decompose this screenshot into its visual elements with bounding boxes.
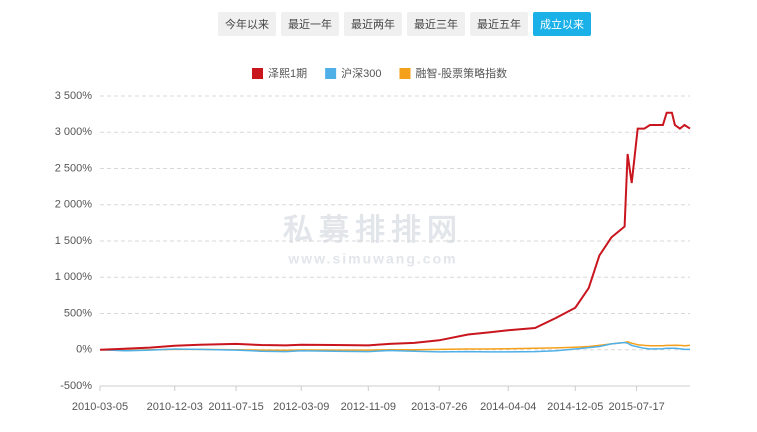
legend-label: 沪深300 (341, 66, 381, 80)
x-tick-label: 2015-07-17 (608, 401, 664, 413)
legend-swatch (252, 68, 263, 79)
x-tick-label: 2010-03-05 (72, 401, 128, 413)
watermark-url: www.simuwang.com (287, 251, 457, 267)
x-tick-label: 2013-07-26 (411, 401, 467, 413)
series-line (99, 341, 690, 353)
y-tick-label: 3 500% (55, 90, 93, 102)
range-button[interactable]: 最近一年 (281, 12, 339, 36)
y-tick-label: 2 000% (55, 199, 93, 211)
range-buttons: 今年以来 最近一年 最近两年 最近三年 最近五年 成立以来 (218, 12, 591, 36)
x-tick-label: 2014-12-05 (547, 401, 603, 413)
y-tick-label: 1 000% (55, 271, 93, 283)
legend-swatch (325, 68, 337, 79)
y-tick-label: 1 500% (55, 235, 93, 247)
y-tick-label: 500% (64, 307, 92, 319)
watermark-title: 私募排排网 (283, 214, 463, 247)
range-button[interactable]: 最近五年 (470, 12, 528, 36)
legend-label: 泽熙1期 (268, 67, 307, 80)
x-tick-label: 2010-12-03 (147, 401, 203, 413)
series-line (99, 341, 691, 352)
y-tick-label: 3 000% (55, 126, 93, 138)
x-tick-label: 2012-03-09 (273, 401, 329, 413)
series-line (99, 111, 691, 351)
legend-label: 融智-股票策略指数 (415, 66, 507, 80)
x-tick-label: 2014-04-04 (480, 401, 536, 413)
legend-swatch (399, 68, 411, 79)
range-button[interactable]: 今年以来 (218, 12, 276, 36)
range-button[interactable]: 成立以来 (533, 12, 591, 36)
x-tick-label: 2012-11-09 (341, 401, 396, 413)
range-button[interactable]: 最近三年 (407, 12, 465, 36)
x-tick-label: 2011-07-15 (208, 401, 263, 413)
y-tick-label: -500% (60, 380, 92, 392)
range-button[interactable]: 最近两年 (344, 12, 402, 36)
y-tick-label: 0% (76, 344, 92, 356)
y-tick-label: 2 500% (55, 162, 93, 174)
